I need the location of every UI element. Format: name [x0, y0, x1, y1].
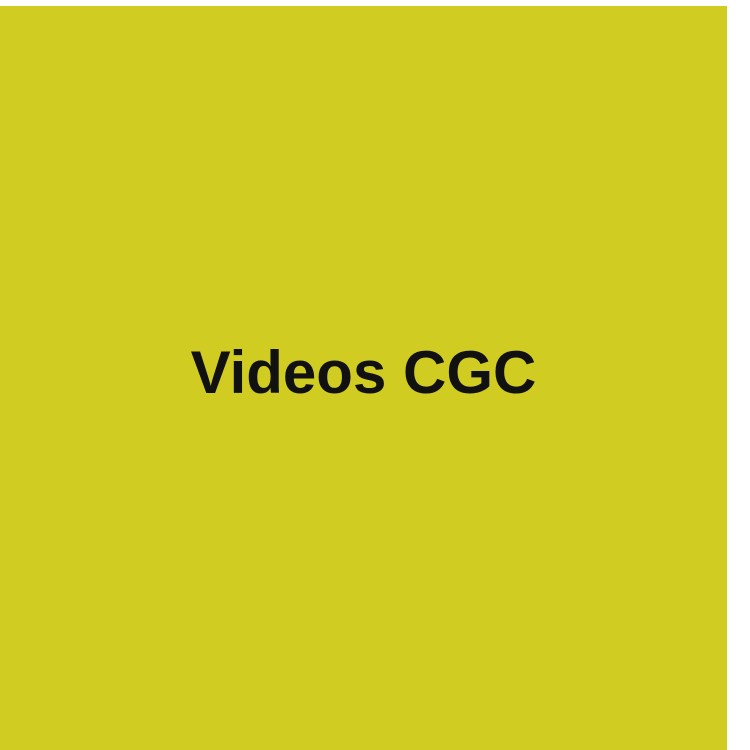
tile-title: Videos CGC	[190, 339, 537, 406]
videos-cgc-tile[interactable]: Videos CGC	[0, 6, 727, 750]
